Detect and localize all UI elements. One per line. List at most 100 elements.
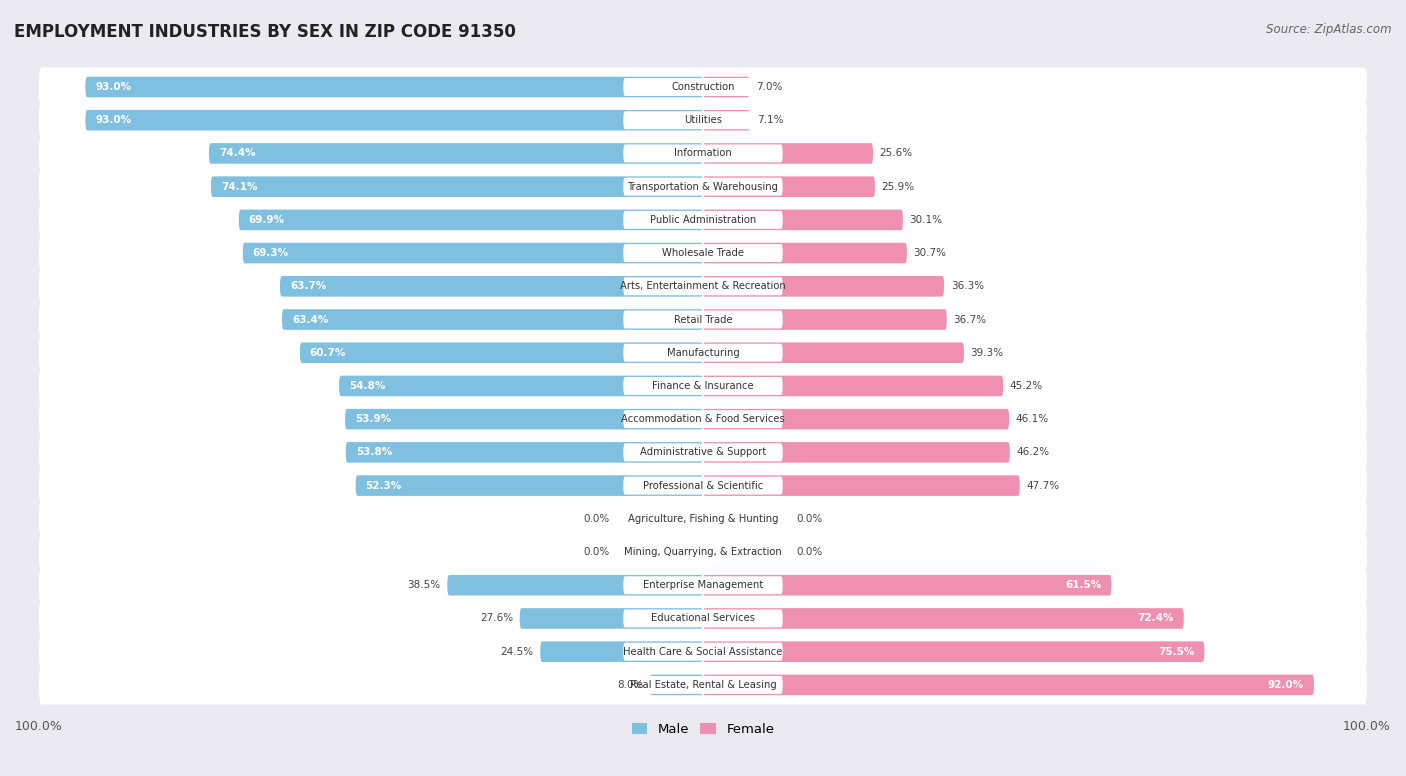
Text: 39.3%: 39.3% (970, 348, 1004, 358)
Text: 75.5%: 75.5% (1159, 646, 1195, 656)
FancyBboxPatch shape (86, 110, 703, 130)
FancyBboxPatch shape (623, 178, 783, 196)
Text: Health Care & Social Assistance: Health Care & Social Assistance (623, 646, 783, 656)
Text: 69.3%: 69.3% (253, 248, 288, 258)
FancyBboxPatch shape (623, 111, 783, 129)
Text: 7.0%: 7.0% (756, 82, 783, 92)
Text: Agriculture, Fishing & Hunting: Agriculture, Fishing & Hunting (627, 514, 779, 524)
Text: Wholesale Trade: Wholesale Trade (662, 248, 744, 258)
Text: Retail Trade: Retail Trade (673, 314, 733, 324)
Text: 0.0%: 0.0% (583, 514, 610, 524)
Text: 27.6%: 27.6% (479, 614, 513, 623)
FancyBboxPatch shape (520, 608, 703, 629)
FancyBboxPatch shape (703, 309, 946, 330)
FancyBboxPatch shape (703, 575, 1111, 595)
Text: 46.2%: 46.2% (1017, 448, 1049, 457)
FancyBboxPatch shape (339, 376, 703, 397)
Text: Source: ZipAtlas.com: Source: ZipAtlas.com (1267, 23, 1392, 36)
Text: Arts, Entertainment & Recreation: Arts, Entertainment & Recreation (620, 282, 786, 291)
Text: 24.5%: 24.5% (501, 646, 534, 656)
Text: 61.5%: 61.5% (1066, 580, 1101, 591)
FancyBboxPatch shape (623, 609, 783, 628)
FancyBboxPatch shape (39, 101, 1367, 140)
Text: Information: Information (673, 148, 733, 158)
FancyBboxPatch shape (623, 411, 783, 428)
FancyBboxPatch shape (623, 476, 783, 494)
FancyBboxPatch shape (39, 400, 1367, 438)
Text: 36.7%: 36.7% (953, 314, 987, 324)
FancyBboxPatch shape (283, 309, 703, 330)
Text: 92.0%: 92.0% (1268, 680, 1303, 690)
Text: Manufacturing: Manufacturing (666, 348, 740, 358)
FancyBboxPatch shape (623, 244, 783, 262)
FancyBboxPatch shape (650, 674, 703, 695)
FancyBboxPatch shape (39, 632, 1367, 671)
Text: 25.9%: 25.9% (882, 182, 915, 192)
Text: Transportation & Warehousing: Transportation & Warehousing (627, 182, 779, 192)
Text: Enterprise Management: Enterprise Management (643, 580, 763, 591)
FancyBboxPatch shape (703, 376, 1002, 397)
FancyBboxPatch shape (299, 342, 703, 363)
Text: 52.3%: 52.3% (366, 480, 402, 490)
FancyBboxPatch shape (540, 642, 703, 662)
Text: 53.8%: 53.8% (356, 448, 392, 457)
Text: 72.4%: 72.4% (1137, 614, 1174, 623)
Text: 25.6%: 25.6% (880, 148, 912, 158)
FancyBboxPatch shape (703, 409, 1010, 429)
FancyBboxPatch shape (623, 144, 783, 162)
FancyBboxPatch shape (703, 143, 873, 164)
Text: 53.9%: 53.9% (356, 414, 391, 424)
FancyBboxPatch shape (39, 333, 1367, 372)
Text: Mining, Quarrying, & Extraction: Mining, Quarrying, & Extraction (624, 547, 782, 557)
FancyBboxPatch shape (39, 532, 1367, 572)
Text: 46.1%: 46.1% (1015, 414, 1049, 424)
Legend: Male, Female: Male, Female (626, 718, 780, 741)
FancyBboxPatch shape (703, 475, 1019, 496)
FancyBboxPatch shape (39, 200, 1367, 240)
Text: 74.1%: 74.1% (221, 182, 257, 192)
Text: 8.0%: 8.0% (617, 680, 643, 690)
Text: 47.7%: 47.7% (1026, 480, 1060, 490)
Text: 69.9%: 69.9% (249, 215, 285, 225)
FancyBboxPatch shape (623, 310, 783, 328)
Text: 30.1%: 30.1% (910, 215, 942, 225)
FancyBboxPatch shape (39, 167, 1367, 206)
Text: 0.0%: 0.0% (583, 547, 610, 557)
FancyBboxPatch shape (39, 133, 1367, 173)
FancyBboxPatch shape (703, 442, 1010, 462)
FancyBboxPatch shape (623, 78, 783, 96)
Text: Public Administration: Public Administration (650, 215, 756, 225)
Text: 0.0%: 0.0% (796, 514, 823, 524)
FancyBboxPatch shape (623, 676, 783, 694)
FancyBboxPatch shape (703, 243, 907, 263)
FancyBboxPatch shape (39, 300, 1367, 339)
FancyBboxPatch shape (239, 210, 703, 230)
FancyBboxPatch shape (447, 575, 703, 595)
Text: 63.7%: 63.7% (290, 282, 326, 291)
FancyBboxPatch shape (346, 442, 703, 462)
FancyBboxPatch shape (39, 234, 1367, 272)
Text: Utilities: Utilities (683, 115, 723, 125)
Text: EMPLOYMENT INDUSTRIES BY SEX IN ZIP CODE 91350: EMPLOYMENT INDUSTRIES BY SEX IN ZIP CODE… (14, 23, 516, 41)
FancyBboxPatch shape (623, 211, 783, 229)
FancyBboxPatch shape (39, 433, 1367, 472)
FancyBboxPatch shape (623, 577, 783, 594)
Text: 45.2%: 45.2% (1010, 381, 1043, 391)
FancyBboxPatch shape (703, 110, 751, 130)
Text: 7.1%: 7.1% (756, 115, 783, 125)
FancyBboxPatch shape (703, 674, 1315, 695)
FancyBboxPatch shape (623, 344, 783, 362)
FancyBboxPatch shape (39, 599, 1367, 638)
FancyBboxPatch shape (39, 466, 1367, 505)
FancyBboxPatch shape (243, 243, 703, 263)
FancyBboxPatch shape (39, 499, 1367, 539)
FancyBboxPatch shape (623, 377, 783, 395)
Text: 60.7%: 60.7% (309, 348, 346, 358)
FancyBboxPatch shape (39, 566, 1367, 605)
FancyBboxPatch shape (344, 409, 703, 429)
FancyBboxPatch shape (39, 267, 1367, 306)
FancyBboxPatch shape (86, 77, 703, 97)
FancyBboxPatch shape (703, 642, 1205, 662)
Text: Educational Services: Educational Services (651, 614, 755, 623)
FancyBboxPatch shape (703, 77, 749, 97)
